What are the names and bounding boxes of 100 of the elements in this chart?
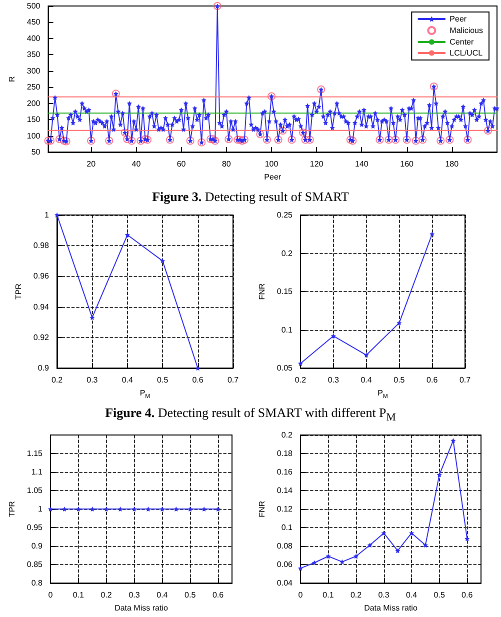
x-tick-label: 60 — [176, 160, 186, 169]
y-tick-label: 0.95 — [26, 523, 44, 532]
x-tick-label: 20 — [86, 160, 96, 169]
point — [354, 554, 359, 559]
y-tick-label: 0.94 — [33, 302, 50, 312]
x-tick-label: 0.6 — [192, 376, 204, 385]
x-tick-label: 0 — [298, 590, 304, 600]
y-tick-label: 350 — [26, 50, 41, 60]
y-tick-label: 1.1 — [31, 468, 44, 477]
x-tick-label: 0.3 — [128, 590, 140, 600]
y-tick-label: 0.9 — [38, 364, 50, 373]
y-tick-label: 0.04 — [276, 578, 294, 588]
x-axis-title: Data Miss ratio — [114, 604, 168, 612]
point — [367, 542, 372, 548]
y-axis-title: FNR — [258, 500, 266, 518]
y-tick-label: 0.16 — [276, 468, 294, 477]
y-tick-label: 0.18 — [276, 449, 294, 458]
caption: Figure 3. Detecting result of SMART — [151, 189, 350, 205]
y-tick-label: 0.1 — [281, 325, 294, 334]
y-axis-title: R — [8, 76, 16, 82]
point — [54, 212, 60, 218]
point — [409, 530, 414, 536]
point — [395, 548, 400, 554]
x-tick-label: 0.5 — [157, 376, 169, 385]
x-tick-label: 40 — [132, 160, 142, 169]
x-tick-label: 0.6 — [426, 376, 438, 385]
point — [381, 530, 386, 536]
y-tick-label: 0.9 — [31, 542, 44, 551]
point — [195, 366, 200, 371]
y-tick-label: 0.06 — [276, 560, 294, 570]
y-tick-label: 1 — [44, 210, 50, 220]
point — [124, 232, 130, 238]
point — [340, 559, 345, 564]
y-tick-label: 100 — [26, 131, 41, 140]
x-tick-label: 0.2 — [51, 376, 64, 385]
point — [450, 438, 456, 444]
x-tick-label: 0.5 — [394, 376, 406, 385]
point — [396, 320, 402, 326]
y-tick-label: 0.25 — [276, 210, 294, 220]
y-tick-label: 1.05 — [26, 486, 44, 496]
x-tick-label: 0.4 — [360, 376, 372, 385]
x-tick-label: 0.5 — [434, 590, 446, 600]
y-tick-label: 0.96 — [33, 272, 50, 281]
x-tick-label: 0.1 — [72, 590, 85, 600]
x-tick-label: 0.2 — [100, 590, 112, 600]
point — [160, 258, 166, 264]
y-tick-label: 150 — [26, 115, 41, 124]
x-tick-label: 0.2 — [294, 376, 307, 385]
y-axis-title: FNR — [258, 283, 266, 300]
x-tick-label: 0.6 — [212, 590, 224, 600]
x-axis-title: Data Miss ratio — [364, 604, 418, 612]
x-tick-label: 0.4 — [156, 590, 168, 600]
y-tick-label: 0.98 — [33, 241, 50, 250]
x-tick-label: 80 — [222, 160, 232, 169]
y-tick-label: 0.05 — [276, 364, 294, 373]
x-tick-label: 0.4 — [406, 590, 418, 600]
x-tick-label: 0 — [48, 590, 54, 600]
point — [298, 361, 303, 366]
y-tick-label: 50 — [31, 148, 41, 157]
x-tick-label: 120 — [310, 160, 324, 169]
x-tick-label: 0.3 — [378, 590, 390, 600]
x-tick-label: 0.3 — [86, 376, 98, 385]
x-tick-label: 0.7 — [459, 376, 472, 385]
x-tick-label: 0.2 — [350, 590, 362, 600]
x-tick-label: 0.5 — [184, 590, 196, 600]
y-tick-label: 0.1 — [281, 523, 294, 532]
x-tick-label: 140 — [355, 160, 369, 169]
point — [364, 352, 369, 358]
y-tick-label: 0.12 — [276, 504, 294, 514]
y-tick-label: 1 — [38, 504, 44, 514]
legend-label: Malicious — [450, 26, 483, 35]
x-axis-title: Peer — [264, 172, 282, 182]
point — [330, 333, 336, 338]
point — [430, 232, 435, 237]
y-axis-title: TPR — [14, 283, 24, 300]
y-tick-label: 500 — [26, 2, 41, 10]
y-tick-label: 0.92 — [33, 332, 50, 342]
y-tick-label: 1.15 — [26, 449, 44, 458]
legend-label: Peer — [450, 14, 467, 24]
y-tick-label: 0.8 — [31, 578, 44, 588]
y-tick-label: 450 — [26, 18, 41, 27]
x-tick-label: 100 — [264, 160, 279, 169]
y-tick-label: 0.85 — [26, 560, 44, 570]
y-tick-label: 200 — [26, 98, 41, 108]
point — [312, 560, 317, 566]
caption: Figure 4. Detecting result of SMART with different P$_{M}$ — [104, 405, 397, 424]
y-axis-title: TPR — [8, 500, 16, 518]
y-tick-label: 250 — [26, 82, 41, 92]
x-tick-label: 0.1 — [322, 590, 334, 600]
x-tick-label: 180 — [445, 160, 460, 169]
x-tick-label: 0.7 — [227, 376, 240, 385]
x-tick-label: 0.6 — [462, 590, 474, 600]
legend-label: Center — [450, 38, 474, 46]
x-tick-label: 160 — [400, 160, 414, 169]
point — [90, 315, 95, 320]
point — [464, 536, 470, 542]
y-tick-label: 0.15 — [276, 287, 294, 296]
y-tick-label: 0.2 — [281, 430, 294, 440]
y-tick-label: 400 — [26, 34, 41, 43]
point — [422, 542, 428, 548]
